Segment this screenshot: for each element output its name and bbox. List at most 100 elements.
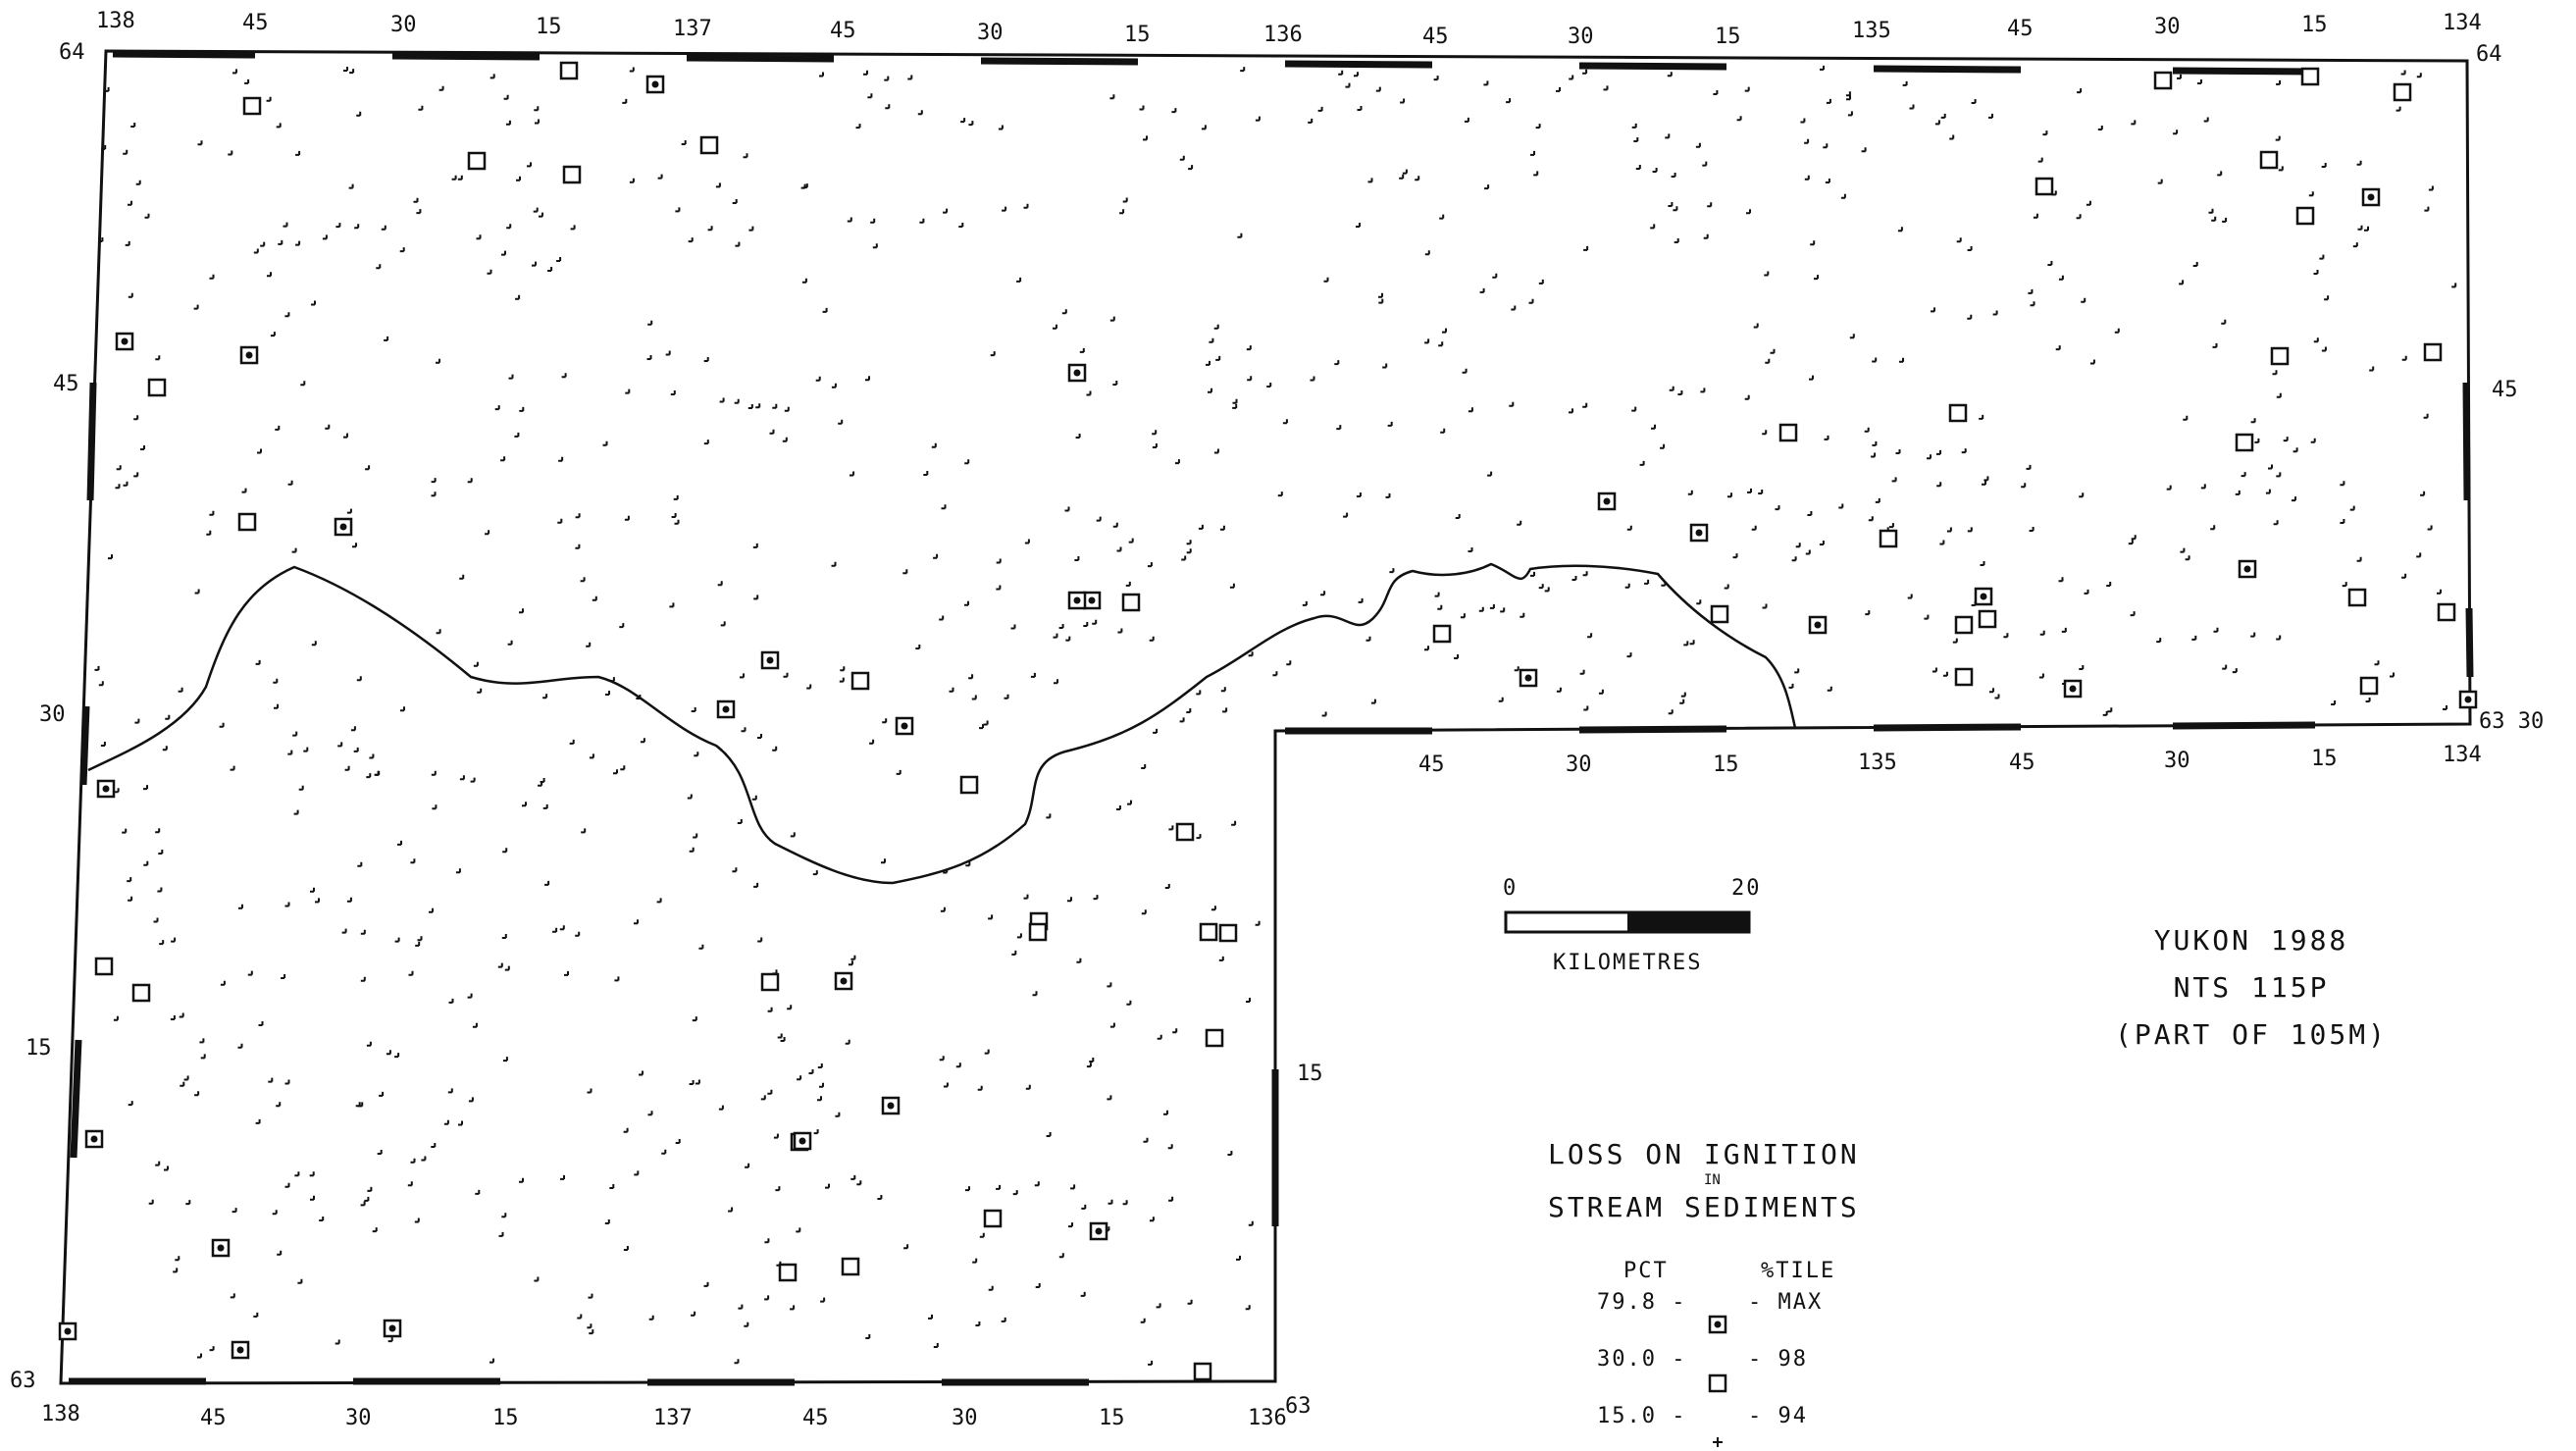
sample-site-plus — [1506, 98, 1512, 104]
sample-site-plus — [1168, 1196, 1174, 1202]
sample-site-plus — [2084, 589, 2089, 595]
sample-site-plus — [564, 970, 569, 976]
sample-site-plus — [360, 929, 366, 935]
sample-site-plus — [421, 1156, 427, 1162]
sample-site-plus — [940, 907, 946, 912]
top-axis-label: 15 — [2301, 13, 2328, 37]
top-axis-label: 30 — [1568, 25, 1594, 49]
sample-site-plus — [943, 868, 949, 874]
sample-site-plus — [1746, 209, 1751, 215]
sample-site-plus — [1940, 113, 1946, 119]
sample-site-plus — [772, 403, 778, 409]
sample-site-plus — [155, 828, 161, 834]
sample-site-plus — [220, 980, 226, 986]
sample-site-plus — [2308, 191, 2314, 197]
sample-site-plus — [2310, 438, 2316, 443]
sample-site-plus — [295, 240, 301, 246]
sample-site-plus — [820, 1297, 826, 1303]
legend: LOSS ON IGNITION IN STREAM SEDIMENTS PCT… — [1548, 1138, 1857, 1447]
sample-site-plus — [2003, 633, 2009, 639]
sample-site-plus — [2321, 163, 2327, 168]
sample-site-plus — [1639, 460, 1645, 466]
bottom-axis-labels: 138 45 30 15 137 45 30 15 136 — [41, 1402, 1287, 1430]
sample-site-plus — [253, 248, 259, 254]
sample-site-plus — [865, 376, 870, 382]
sample-site-plus — [604, 1219, 610, 1224]
sample-site-plus — [375, 770, 381, 776]
sample-site-plus — [2131, 120, 2137, 126]
top-axis-label: 30 — [2154, 15, 2181, 39]
sample-site-max-dot — [388, 1324, 396, 1332]
sample-site-plus — [539, 212, 543, 218]
sample-site-plus — [2283, 437, 2289, 442]
sample-site-plus — [560, 1174, 565, 1180]
sample-site-plus — [797, 1075, 802, 1081]
sample-site-plus — [2340, 519, 2345, 524]
sample-site-plus — [812, 870, 818, 876]
sample-site-plus — [760, 1095, 766, 1101]
sample-site-plus — [1956, 237, 1962, 243]
sample-site-plus — [376, 264, 382, 270]
sample-site-plus — [544, 880, 550, 886]
sample-site-plus — [614, 976, 620, 982]
sample-site-square — [242, 96, 262, 116]
sample-site-plus — [1487, 471, 1493, 477]
sample-site-plus — [1814, 275, 1819, 281]
sample-site-plus — [1208, 388, 1212, 393]
sample-site-plus — [1674, 238, 1679, 243]
legend-row-pctile: - 94 — [1748, 1404, 1808, 1428]
sample-site-plus — [634, 1170, 640, 1176]
sample-site-plus — [1875, 497, 1880, 503]
sample-site-square — [2423, 342, 2443, 362]
sample-site-plus — [1478, 606, 1484, 612]
sample-site-plus — [1770, 348, 1776, 354]
sample-site-plus — [143, 860, 149, 866]
sample-site-plus — [1070, 1184, 1076, 1190]
sample-site-plus — [1849, 334, 1855, 339]
sample-site-plus — [2200, 484, 2206, 490]
sample-site-plus — [1724, 584, 1729, 590]
sample-site-plus — [372, 1227, 378, 1233]
sample-site-plus — [1415, 176, 1420, 181]
sample-site-plus — [2210, 525, 2216, 531]
sample-site-plus — [1255, 920, 1261, 926]
sample-site-plus — [1980, 561, 1985, 566]
inner-axis-label: 15 — [2311, 747, 2338, 771]
sample-site-plus — [717, 581, 723, 587]
sample-site-square — [2259, 150, 2279, 170]
sample-site-square — [131, 983, 151, 1003]
sample-site-plus — [410, 1158, 416, 1164]
sample-site-plus — [128, 200, 132, 206]
sample-site-plus — [1847, 111, 1853, 117]
sample-site-plus — [303, 747, 309, 752]
sample-site-plus — [1149, 636, 1155, 642]
sample-site-plus — [366, 773, 372, 779]
sample-site-plus — [748, 226, 754, 232]
sample-site-plus — [998, 125, 1004, 130]
top-axis-label: 134 — [2443, 11, 2482, 35]
sample-site-plus — [835, 1112, 841, 1117]
sample-site-plus — [784, 406, 790, 412]
sample-site-plus — [98, 237, 104, 242]
sample-site-plus — [410, 858, 416, 864]
sample-site-plus — [1356, 492, 1362, 497]
sample-site-plus — [703, 440, 709, 445]
sample-site-plus — [1096, 516, 1102, 522]
sample-site-plus — [1932, 667, 1937, 673]
sample-site-plus — [831, 383, 837, 389]
sample-site-plus — [1187, 1299, 1193, 1305]
sample-site-max-dot — [339, 523, 347, 531]
sample-site-plus — [1660, 443, 1666, 449]
sample-site-plus — [687, 794, 693, 800]
sample-site-plus — [734, 1359, 740, 1365]
sample-site-plus — [2177, 74, 2182, 79]
sample-site-plus — [1689, 640, 1695, 646]
sample-site-plus — [1068, 1222, 1073, 1228]
sample-site-plus — [623, 1246, 629, 1251]
sample-site-plus — [1511, 305, 1517, 311]
frame-thick-segments — [69, 50, 2474, 1386]
sample-site-plus — [863, 70, 868, 76]
sample-site-square — [1778, 423, 1798, 442]
sample-site-plus — [1248, 1220, 1254, 1226]
sample-site-plus — [1002, 206, 1007, 212]
